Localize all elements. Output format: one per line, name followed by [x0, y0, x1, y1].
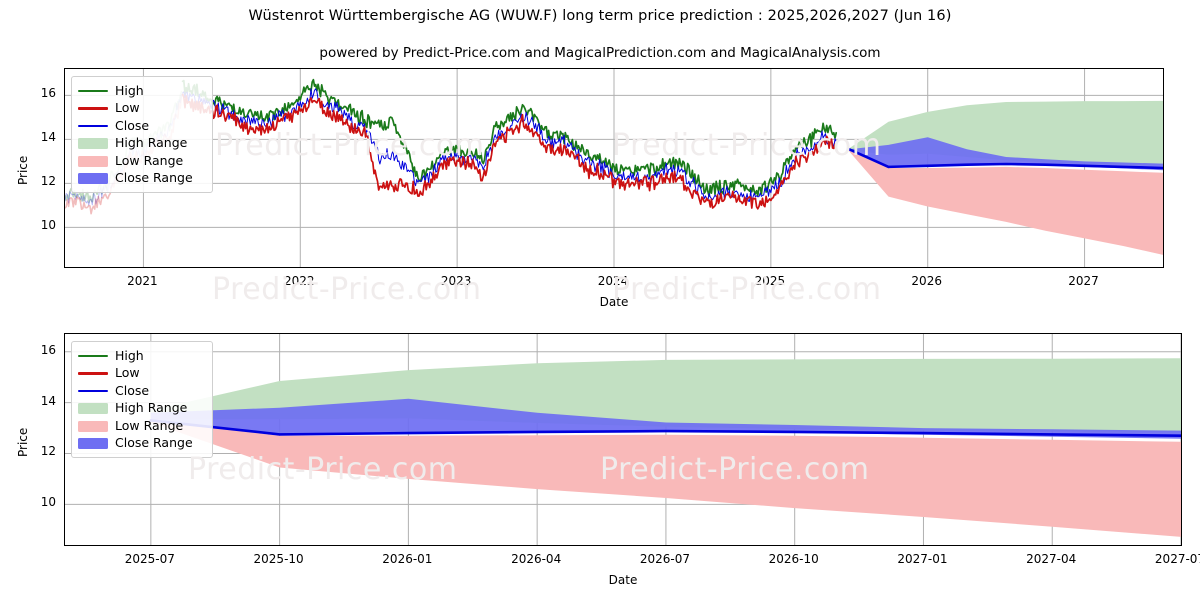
overview-x-tick: 2026 [897, 274, 957, 288]
forecast-x-tick: 2025-07 [110, 552, 190, 566]
overview-legend-item-low: Low [78, 100, 204, 118]
overview-legend-swatch-low-range-icon [78, 155, 108, 167]
forecast-x-tick: 2026-10 [754, 552, 834, 566]
forecast-legend-swatch-low-icon [78, 367, 108, 379]
forecast-legend-item-low: Low [78, 365, 204, 383]
overview-x-tick: 2021 [112, 274, 172, 288]
forecast-plot-frame [64, 333, 1182, 546]
forecast-legend-label: Close [115, 385, 149, 397]
overview-x-tick: 2023 [426, 274, 486, 288]
swatch-mark [78, 403, 108, 414]
forecast-detail-chart-panel: Price Date 10121416 2025-072025-102026-0… [0, 315, 1200, 600]
overview-legend-swatch-close-icon [78, 120, 108, 132]
overview-legend-label: Low [115, 102, 140, 114]
forecast-y-tick: 16 [24, 343, 56, 357]
forecast-x-tick: 2026-07 [625, 552, 705, 566]
swatch-mark [78, 355, 108, 357]
overview-y-tick: 10 [24, 218, 56, 232]
forecast-legend-item-high-range: High Range [78, 400, 204, 418]
overview-legend-label: High Range [115, 137, 187, 149]
overview-plot-frame [64, 68, 1164, 268]
overview-x-tick: 2027 [1054, 274, 1114, 288]
forecast-legend-swatch-high-range-icon [78, 402, 108, 414]
swatch-mark [78, 173, 108, 184]
overview-legend-swatch-high-range-icon [78, 137, 108, 149]
forecast-legend-item-low-range: Low Range [78, 417, 204, 435]
history-close-line [183, 89, 837, 202]
swatch-mark [78, 90, 108, 92]
overview-x-tick: 2024 [583, 274, 643, 288]
overview-legend-item-low-range: Low Range [78, 152, 204, 170]
overview-legend-swatch-low-icon [78, 102, 108, 114]
forecast-x-tick: 2027-04 [1011, 552, 1091, 566]
overview-legend-item-close: Close [78, 117, 204, 135]
overview-legend-label: Low Range [115, 155, 183, 167]
forecast-x-axis-label: Date [573, 573, 673, 587]
forecast-legend: High Low Close High Range Low Range Close Ran… [71, 341, 213, 458]
forecast-y-tick: 10 [24, 495, 56, 509]
swatch-mark [78, 107, 108, 109]
overview-legend: High Low Close High Range Low Range Close Ran… [71, 76, 213, 193]
forecast-legend-label: Low [115, 367, 140, 379]
overview-legend-item-close-range: Close Range [78, 170, 204, 188]
forecast-x-tick: 2026-01 [367, 552, 447, 566]
forecast-x-tick: 2027-07 [1140, 552, 1200, 566]
forecast-y-tick: 12 [24, 444, 56, 458]
overview-chart-panel: Price Date 10121416 20212022202320242025… [0, 0, 1200, 315]
forecast-x-tick: 2027-01 [882, 552, 962, 566]
swatch-mark [78, 156, 108, 167]
overview-y-tick: 14 [24, 130, 56, 144]
forecast-legend-swatch-close-range-icon [78, 437, 108, 449]
forecast-x-tick: 2026-04 [496, 552, 576, 566]
overview-legend-item-high: High [78, 82, 204, 100]
overview-x-axis-label: Date [564, 295, 664, 309]
forecast-legend-item-high: High [78, 347, 204, 365]
forecast-legend-swatch-high-icon [78, 350, 108, 362]
swatch-mark [78, 125, 108, 127]
chart-page: Wüstenrot Württembergische AG (WUW.F) lo… [0, 0, 1200, 600]
forecast-plot-svg [65, 334, 1181, 545]
forecast-legend-label: Low Range [115, 420, 183, 432]
overview-legend-label: Close Range [115, 172, 193, 184]
forecast-legend-label: High Range [115, 402, 187, 414]
overview-y-tick: 16 [24, 86, 56, 100]
swatch-mark [78, 438, 108, 449]
swatch-mark [78, 390, 108, 392]
forecast-legend-label: High [115, 350, 144, 362]
overview-legend-item-high-range: High Range [78, 135, 204, 153]
overview-legend-swatch-high-icon [78, 85, 108, 97]
overview-x-tick: 2022 [269, 274, 329, 288]
forecast-legend-item-close: Close [78, 382, 204, 400]
swatch-mark [78, 138, 108, 149]
swatch-mark [78, 372, 108, 374]
forecast-legend-item-close-range: Close Range [78, 435, 204, 453]
forecast-legend-swatch-low-range-icon [78, 420, 108, 432]
history-high-line [183, 80, 837, 196]
forecast-x-tick: 2025-10 [239, 552, 319, 566]
forecast-legend-swatch-close-icon [78, 385, 108, 397]
overview-legend-label: High [115, 85, 144, 97]
overview-legend-swatch-close-range-icon [78, 172, 108, 184]
forecast-legend-label: Close Range [115, 437, 193, 449]
swatch-mark [78, 421, 108, 432]
overview-plot-svg [65, 69, 1163, 267]
overview-y-tick: 12 [24, 174, 56, 188]
overview-x-tick: 2025 [740, 274, 800, 288]
overview-legend-label: Close [115, 120, 149, 132]
forecast-y-tick: 14 [24, 394, 56, 408]
